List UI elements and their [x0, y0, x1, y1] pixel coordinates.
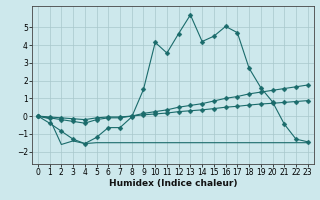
X-axis label: Humidex (Indice chaleur): Humidex (Indice chaleur) [108, 179, 237, 188]
